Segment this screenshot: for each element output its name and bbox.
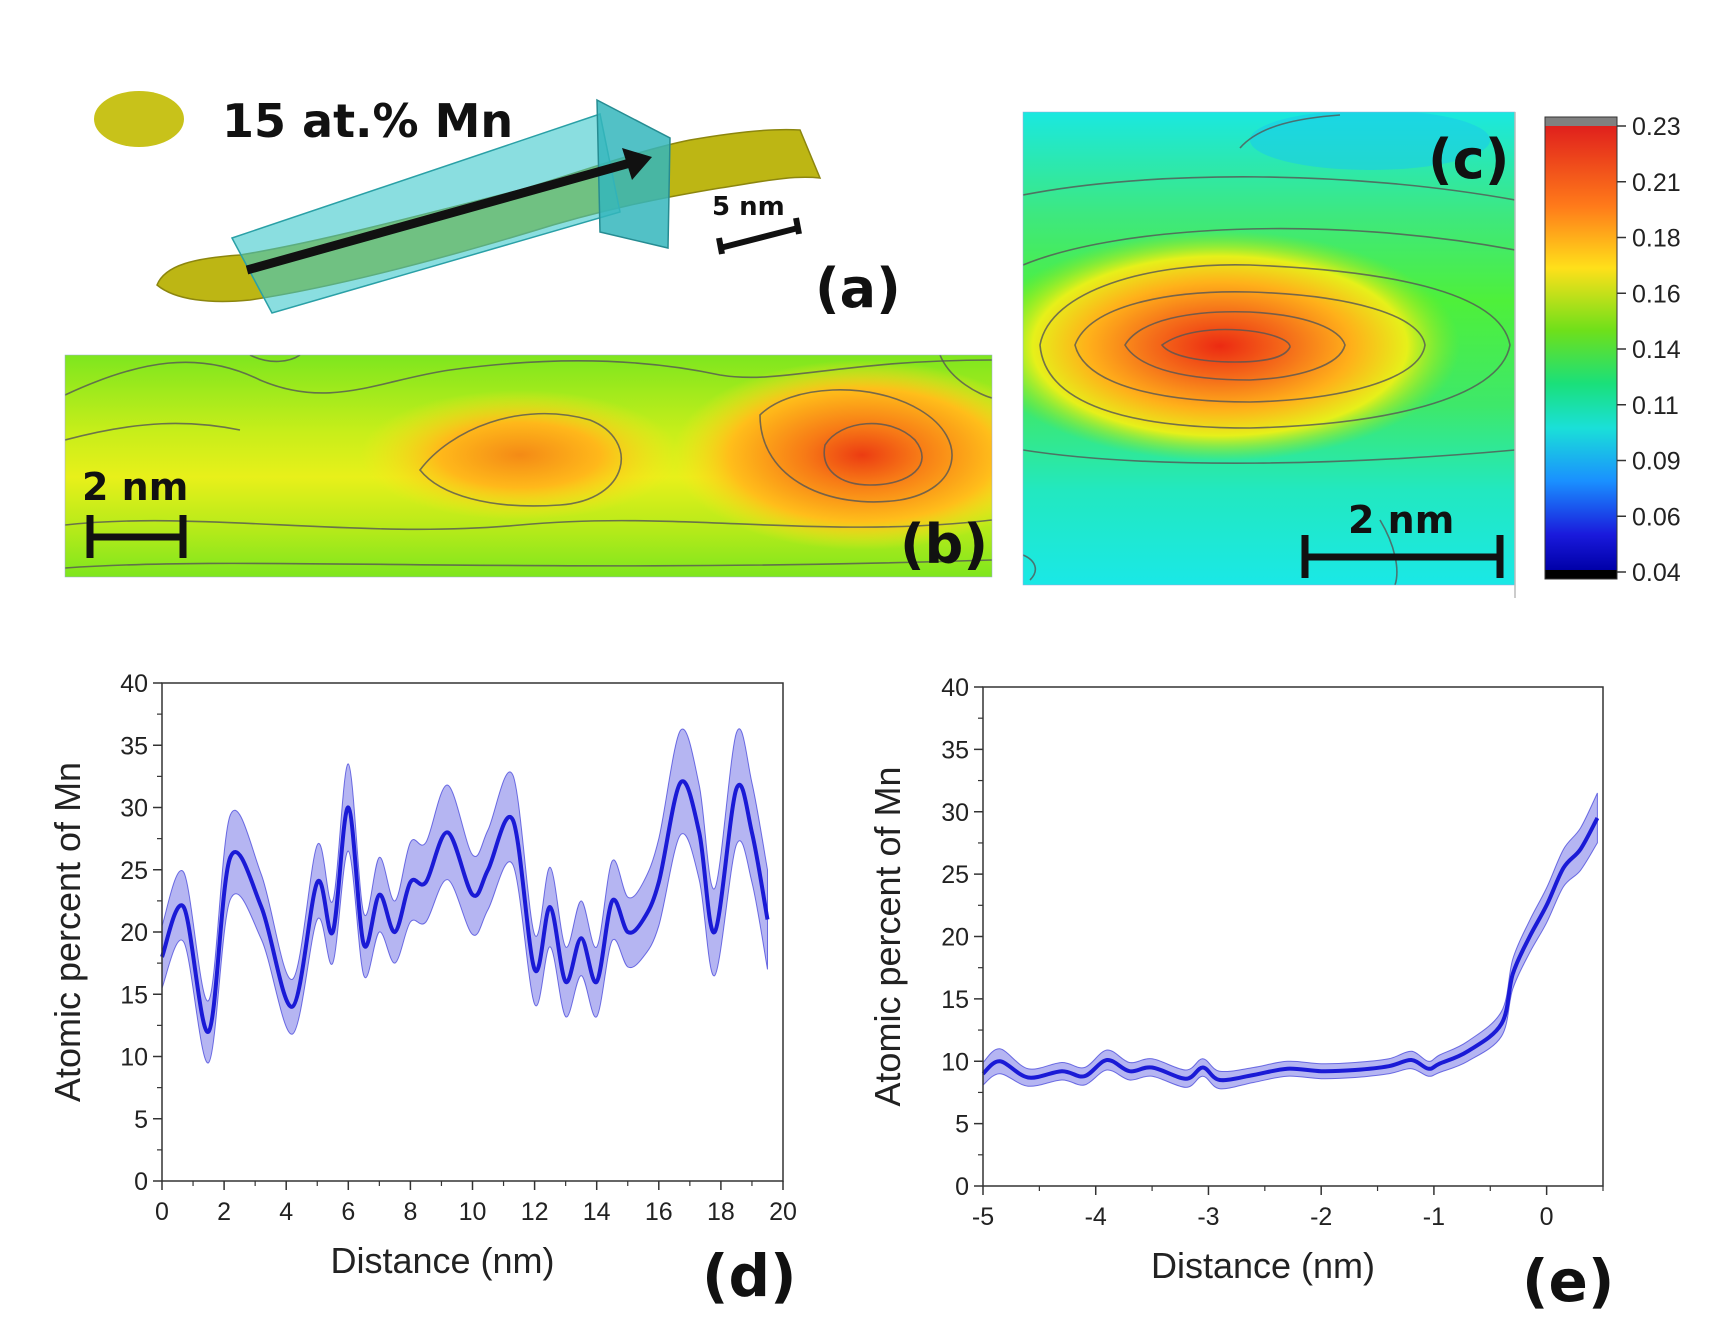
chart-d-xtick-label: 4 — [279, 1198, 293, 1226]
chart-d-xtick-label: 12 — [521, 1198, 549, 1226]
colorbar-tick-label: 0.11 — [1632, 392, 1679, 420]
chart-d-xaxis-label: Distance (nm) — [330, 1240, 554, 1281]
chart-d-ytick-label: 5 — [134, 1106, 148, 1134]
chart-d-ytick-label: 0 — [134, 1168, 148, 1196]
panel-a: 15 at.% Mn 5 nm (a) — [94, 91, 901, 320]
chart-d-ytick-label: 40 — [120, 670, 148, 698]
chart-d-xtick-label: 20 — [769, 1198, 797, 1226]
chart-e-panel-label: (e) — [1522, 1247, 1614, 1315]
chart-e-xtick-label: -1 — [1423, 1203, 1445, 1231]
colorbar-gradient — [1545, 126, 1617, 570]
isosurface-legend-swatch — [94, 91, 184, 147]
panel-c-heatmap — [1023, 112, 1515, 585]
scale-bar-a — [716, 217, 802, 255]
colorbar: 0.23 0.21 0.18 0.16 0.14 0.11 0.09 0.06 0.04 — [1544, 113, 1681, 587]
panel-b-heatmap — [65, 355, 992, 577]
colorbar-tick-label: 0.23 — [1632, 113, 1681, 141]
chart-d-ytick-label: 15 — [120, 981, 148, 1009]
chart-e-ytick-label: 20 — [941, 924, 969, 952]
chart-d-xtick-label: 0 — [155, 1198, 169, 1226]
chart-e-xaxis-label: Distance (nm) — [1151, 1245, 1375, 1286]
profile-direction-arrow — [245, 158, 632, 275]
chart-e-ytick-label: 40 — [941, 674, 969, 702]
chart-e-ytick-label: 0 — [955, 1173, 969, 1201]
chart-d-ytick-label: 25 — [120, 857, 148, 885]
chart-d: 0 5 10 15 20 25 30 35 40 0 2 4 6 8 10 12 14 16 18 20 Distanc… — [47, 670, 797, 1310]
chart-e-xtick-label: -3 — [1197, 1203, 1219, 1231]
isosurface-legend-label: 15 at.% Mn — [222, 94, 513, 148]
panel-b-frame — [64, 354, 993, 578]
scale-bar-label-b: 2 nm — [82, 465, 188, 509]
scale-bar-label-c: 2 nm — [1348, 498, 1454, 542]
chart-d-xtick-label: 16 — [645, 1198, 673, 1226]
colorbar-ticks: 0.23 0.21 0.18 0.16 0.14 0.11 0.09 0.06 0.04 — [1617, 113, 1681, 587]
chart-e-xtick-label: -5 — [972, 1203, 994, 1231]
chart-e-ytick-label: 25 — [941, 861, 969, 889]
chart-e-xtick-label: -4 — [1085, 1203, 1107, 1231]
chart-e-ytick-label: 30 — [941, 799, 969, 827]
colorbar-tick-label: 0.06 — [1632, 503, 1681, 531]
chart-d-series-line — [160, 779, 770, 1034]
chart-e-plot-frame — [982, 686, 1604, 1187]
chart-d-xtick-label: 18 — [707, 1198, 735, 1226]
chart-e-ytick-label: 10 — [941, 1048, 969, 1076]
panel-label-c: (c) — [1428, 128, 1509, 191]
colorbar-tick-label: 0.18 — [1632, 225, 1681, 253]
chart-e-series-line — [981, 817, 1600, 1083]
chart-e-error-band — [982, 792, 1598, 1090]
colorbar-tick-label: 0.16 — [1632, 280, 1681, 308]
chart-d-xtick-label: 8 — [403, 1198, 417, 1226]
colorbar-tick-label: 0.09 — [1632, 448, 1681, 476]
colorbar-under-swatch — [1545, 570, 1617, 579]
scale-bar-b — [86, 515, 187, 558]
chart-e-xtick-label: 0 — [1540, 1203, 1554, 1231]
chart-d-panel-label: (d) — [702, 1242, 797, 1310]
profile-direction-arrowhead — [622, 148, 652, 180]
scale-bar-label-a: 5 nm — [712, 192, 785, 222]
chart-d-xtick-label: 14 — [583, 1198, 611, 1226]
chart-d-xtick-label: 10 — [459, 1198, 487, 1226]
colorbar-over-swatch — [1545, 117, 1617, 126]
panel-label-b: (b) — [900, 513, 988, 576]
chart-d-ytick-label: 35 — [120, 732, 148, 760]
chart-d-error-band — [161, 728, 768, 1064]
colorbar-tick-label: 0.04 — [1632, 559, 1681, 587]
chart-e: 0 5 10 15 20 25 30 35 40 -5 -4 -3 -2 -1 0 Distance (nm)… — [867, 674, 1614, 1315]
chart-d-xtick-label: 6 — [341, 1198, 355, 1226]
chart-e-ytick-label: 5 — [955, 1111, 969, 1139]
chart-e-ytick-label: 35 — [941, 736, 969, 764]
chart-d-xtick-label: 2 — [217, 1198, 231, 1226]
chart-e-xtick-label: -2 — [1310, 1203, 1332, 1231]
panel-label-a: (a) — [815, 257, 901, 320]
chart-d-ytick-label: 30 — [120, 795, 148, 823]
chart-d-ytick-label: 10 — [120, 1044, 148, 1072]
chart-d-yaxis-label: Atomic percent of Mn — [47, 762, 88, 1102]
scale-bar-c — [1301, 535, 1504, 578]
chart-e-ytick-label: 15 — [941, 986, 969, 1014]
colorbar-tick-label: 0.14 — [1632, 336, 1681, 364]
colorbar-tick-label: 0.21 — [1632, 169, 1681, 197]
chart-d-ytick-label: 20 — [120, 919, 148, 947]
chart-e-yaxis-label: Atomic percent of Mn — [867, 766, 908, 1106]
